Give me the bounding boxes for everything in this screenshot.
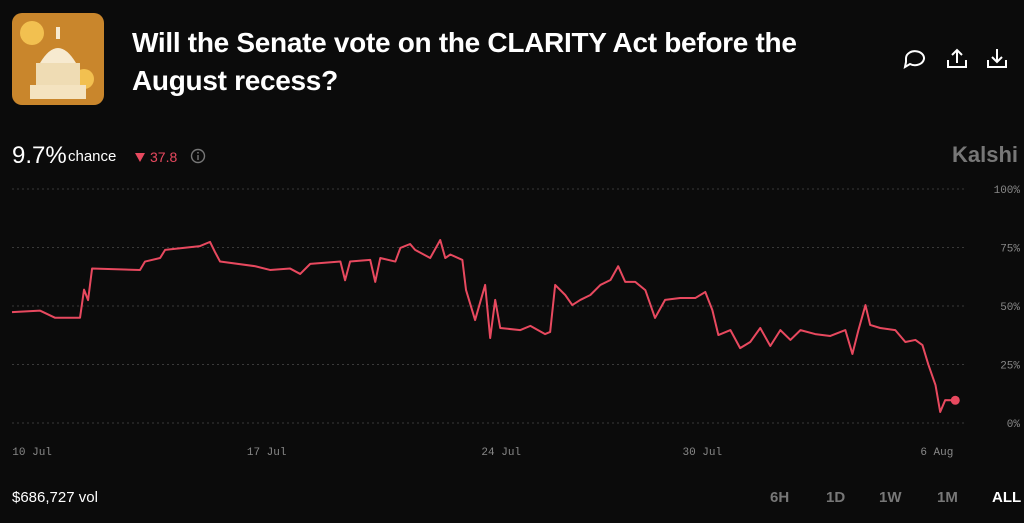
y-tick-label: 50% — [1000, 302, 1020, 314]
range-button[interactable]: 6H — [770, 489, 790, 506]
volume: $686,727 vol — [12, 489, 98, 506]
last-point — [950, 395, 960, 405]
x-tick-label: 10 Jul — [12, 447, 52, 459]
x-tick-label: 6 Aug — [920, 447, 953, 459]
line — [11, 239, 956, 414]
chart: 0% 25% 50% 75% 100% 10 Jul 17 Jul 24 Jul 30 Jul 6… — [11, 185, 1021, 459]
range-button[interactable]: 1W — [879, 489, 902, 506]
y-tick-label: 100% — [994, 185, 1021, 197]
range-button[interactable]: 1D — [826, 489, 846, 506]
actions — [903, 48, 1007, 70]
x-tick-label: 30 Jul — [682, 447, 722, 459]
change-value: 37.8 — [150, 149, 178, 165]
chance-label: chance — [68, 148, 117, 165]
range-button[interactable]: ALL — [992, 489, 1022, 506]
market-title: Will the Senate vote on the CLARITY Act … — [132, 27, 797, 96]
chance-value: 9.7% — [12, 142, 67, 169]
y-tick-label: 25% — [1000, 361, 1020, 373]
comment-icon[interactable] — [903, 50, 925, 70]
x-tick-label: 17 Jul — [247, 447, 287, 459]
down-icon — [135, 153, 145, 162]
market-image — [12, 13, 104, 105]
y-tick-label: 75% — [1000, 244, 1020, 256]
brand: Kalshi — [951, 142, 1018, 167]
download-icon[interactable] — [987, 49, 1007, 68]
y-tick-label: 0% — [1007, 419, 1021, 431]
x-tick-label: 24 Jul — [481, 447, 521, 459]
info-icon[interactable] — [190, 148, 206, 164]
range-button[interactable]: 1M — [937, 489, 958, 506]
share-icon[interactable] — [947, 48, 967, 68]
